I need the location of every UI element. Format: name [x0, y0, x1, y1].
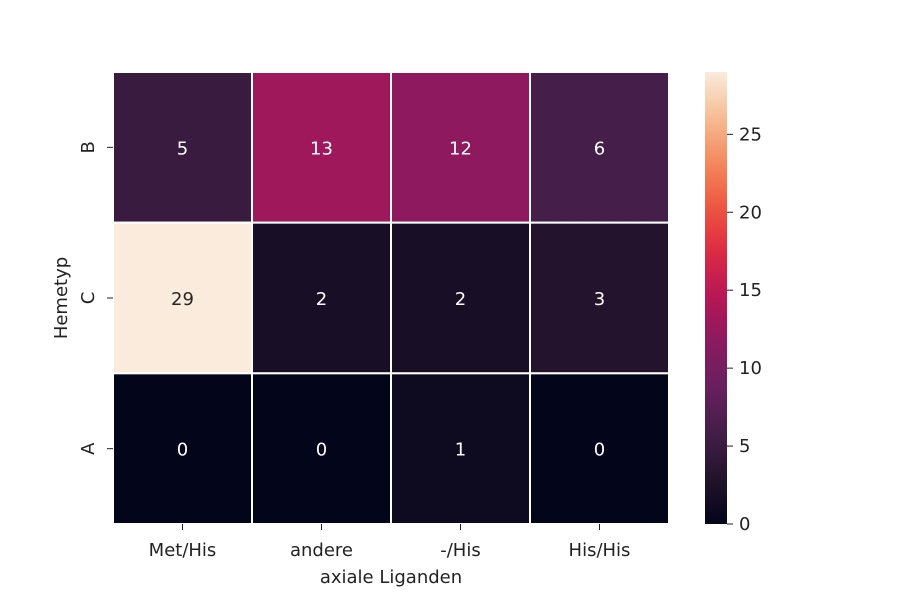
heatmap-cell — [529, 221, 670, 375]
y-axis-label: Hemetyp — [51, 257, 72, 339]
y-tick-label: B — [78, 141, 99, 153]
cell-value-label: 12 — [449, 138, 472, 159]
cell-value-label: 3 — [594, 289, 605, 310]
cell-value-label: 2 — [455, 289, 466, 310]
heatmap-cell — [390, 71, 531, 224]
heatmap-cell — [251, 71, 392, 224]
x-tick-label: Met/His — [149, 540, 217, 561]
colorbar-tick-label: 15 — [739, 280, 762, 301]
colorbar-tick-label: 0 — [739, 514, 750, 535]
colorbar-tick-label: 10 — [739, 358, 762, 379]
x-axis-ticks: Met/His andere -/His His/His — [149, 524, 631, 561]
colorbar-gradient — [705, 72, 727, 524]
colorbar-tick-label: 20 — [739, 202, 762, 223]
cell-value-label: 0 — [177, 440, 188, 461]
cell-value-label: 0 — [594, 440, 605, 461]
colorbar-tick-label: 5 — [739, 436, 750, 457]
cell-value-label: 29 — [171, 289, 194, 310]
x-tick-label: andere — [290, 540, 353, 561]
cell-value-label: 5 — [177, 138, 188, 159]
heatmap-cell — [251, 221, 392, 375]
x-tick-label: -/His — [440, 540, 480, 561]
heatmap-cell — [251, 372, 392, 526]
y-tick-label: A — [78, 442, 99, 455]
x-axis-label: axiale Liganden — [320, 567, 462, 588]
y-tick-label: C — [78, 292, 99, 305]
heatmap-cell — [529, 372, 670, 526]
cell-value-label: 6 — [594, 138, 605, 159]
y-axis-ticks: B C A — [78, 141, 113, 455]
heatmap-cell — [112, 71, 253, 224]
cell-value-label: 2 — [316, 289, 327, 310]
cell-value-label: 1 — [455, 440, 466, 461]
colorbar: 0 5 10 15 20 25 — [705, 72, 762, 535]
x-tick-label: His/His — [569, 540, 631, 561]
heatmap-cell — [529, 71, 670, 224]
colorbar-tick-label: 25 — [739, 124, 762, 145]
cell-value-label: 0 — [316, 440, 327, 461]
cell-value-label: 13 — [310, 138, 333, 159]
heatmap-cells: 5 13 12 6 29 2 2 3 0 0 1 0 — [112, 71, 670, 526]
